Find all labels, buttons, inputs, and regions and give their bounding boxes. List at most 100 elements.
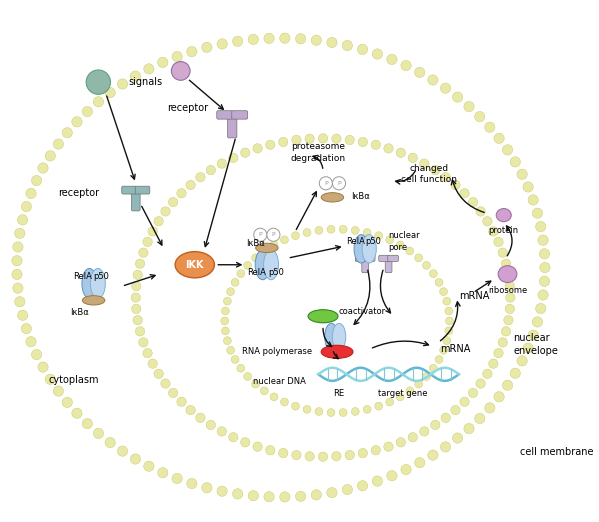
Circle shape <box>539 276 550 287</box>
Circle shape <box>154 369 164 378</box>
Circle shape <box>229 153 238 162</box>
Circle shape <box>474 413 485 424</box>
Circle shape <box>386 236 394 244</box>
Circle shape <box>504 315 513 325</box>
Ellipse shape <box>86 70 110 94</box>
Circle shape <box>12 269 22 280</box>
Circle shape <box>168 197 178 207</box>
Circle shape <box>431 165 440 175</box>
Circle shape <box>372 49 383 59</box>
Circle shape <box>498 338 507 347</box>
Circle shape <box>237 270 245 278</box>
Circle shape <box>494 133 504 144</box>
Circle shape <box>196 173 205 182</box>
Circle shape <box>168 388 178 398</box>
Circle shape <box>441 173 450 182</box>
Circle shape <box>202 483 212 493</box>
Circle shape <box>26 188 36 198</box>
Circle shape <box>342 40 352 51</box>
Ellipse shape <box>362 234 376 263</box>
Circle shape <box>358 44 368 54</box>
Circle shape <box>231 355 239 363</box>
Circle shape <box>45 151 56 161</box>
Circle shape <box>241 148 250 158</box>
Circle shape <box>231 278 239 287</box>
Circle shape <box>327 226 335 233</box>
Circle shape <box>143 237 152 246</box>
Circle shape <box>292 450 301 460</box>
Circle shape <box>31 175 42 186</box>
Circle shape <box>13 242 23 252</box>
Circle shape <box>528 330 539 340</box>
Circle shape <box>280 33 290 43</box>
Circle shape <box>435 355 443 363</box>
Circle shape <box>440 288 447 295</box>
Circle shape <box>396 241 404 249</box>
Circle shape <box>415 458 425 468</box>
Circle shape <box>504 270 513 280</box>
Circle shape <box>21 324 32 334</box>
Circle shape <box>161 207 170 216</box>
Circle shape <box>387 470 397 481</box>
Circle shape <box>172 473 182 484</box>
Text: p50: p50 <box>93 272 110 281</box>
Circle shape <box>445 327 453 335</box>
Circle shape <box>253 442 262 452</box>
Circle shape <box>483 369 492 378</box>
Circle shape <box>14 228 25 239</box>
Circle shape <box>440 346 447 354</box>
Ellipse shape <box>354 234 368 263</box>
Circle shape <box>217 39 227 49</box>
Circle shape <box>505 281 515 291</box>
Circle shape <box>406 387 414 395</box>
Circle shape <box>332 452 341 461</box>
Text: cytoplasm: cytoplasm <box>49 375 99 385</box>
Circle shape <box>270 241 278 249</box>
Circle shape <box>237 364 245 372</box>
Ellipse shape <box>17 38 545 497</box>
Circle shape <box>396 393 404 401</box>
Circle shape <box>265 140 275 149</box>
Circle shape <box>371 446 380 455</box>
Circle shape <box>440 442 450 452</box>
Text: p50: p50 <box>365 237 381 246</box>
Circle shape <box>538 290 548 300</box>
Ellipse shape <box>256 243 278 253</box>
Circle shape <box>408 153 418 162</box>
Circle shape <box>38 163 48 173</box>
Circle shape <box>363 406 371 413</box>
Text: P: P <box>324 181 328 186</box>
Text: nuclear DNA: nuclear DNA <box>253 377 305 386</box>
Circle shape <box>494 349 503 358</box>
Ellipse shape <box>264 250 279 280</box>
Circle shape <box>17 215 28 225</box>
Text: P: P <box>259 232 262 238</box>
Circle shape <box>295 491 306 502</box>
Circle shape <box>358 481 368 491</box>
Circle shape <box>485 403 495 413</box>
Circle shape <box>305 134 314 144</box>
Text: changed
cell function: changed cell function <box>401 163 457 184</box>
Circle shape <box>82 106 92 117</box>
Text: p50: p50 <box>269 268 285 277</box>
Circle shape <box>468 197 477 207</box>
Circle shape <box>217 427 226 436</box>
Circle shape <box>13 283 23 293</box>
Circle shape <box>252 380 259 388</box>
Circle shape <box>451 180 460 189</box>
Ellipse shape <box>225 229 449 413</box>
Circle shape <box>292 135 301 145</box>
Circle shape <box>423 262 431 269</box>
Circle shape <box>105 87 116 98</box>
Circle shape <box>72 408 82 419</box>
Circle shape <box>261 387 268 395</box>
Circle shape <box>327 37 337 48</box>
Circle shape <box>420 159 429 168</box>
FancyBboxPatch shape <box>355 255 366 262</box>
Circle shape <box>327 488 337 498</box>
Circle shape <box>217 486 227 496</box>
Text: receptor: receptor <box>167 103 208 113</box>
Circle shape <box>292 232 300 240</box>
Circle shape <box>267 228 280 241</box>
Circle shape <box>375 232 383 240</box>
